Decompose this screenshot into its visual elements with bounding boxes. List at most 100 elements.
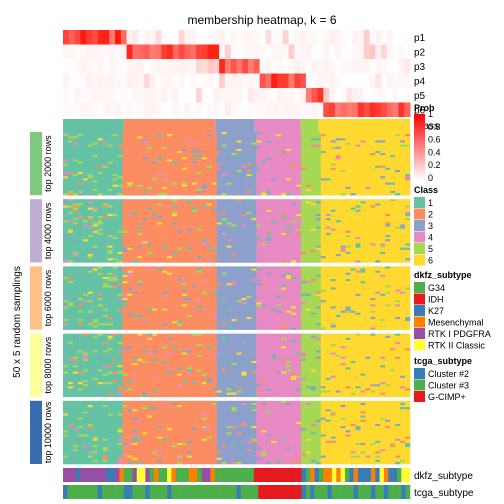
heatmap-cell — [167, 180, 173, 183]
heatmap-cell — [72, 180, 79, 183]
heatmap-cell — [87, 213, 94, 217]
heatmap-cell — [380, 167, 386, 171]
heatmap-cell — [162, 270, 168, 274]
heatmap-cell — [127, 199, 133, 202]
heatmap-cell — [276, 247, 282, 251]
heatmap-cell — [246, 270, 252, 274]
prob-cell — [86, 88, 93, 103]
heatmap-cell — [271, 207, 277, 211]
heatmap-cell — [271, 153, 277, 156]
heatmap-cell — [157, 253, 163, 257]
heatmap-cell — [335, 251, 341, 255]
heatmap-cell — [325, 209, 331, 213]
heatmap-cell — [216, 230, 222, 234]
heatmap-cell — [390, 253, 396, 257]
heatmap-cell — [360, 144, 366, 148]
heatmap-cell — [330, 161, 336, 164]
heatmap-cell — [152, 155, 158, 158]
heatmap-cell — [400, 155, 406, 158]
heatmap-cell — [147, 224, 153, 227]
heatmap-cell — [390, 260, 396, 263]
heatmap-cell — [310, 209, 317, 213]
heatmap-cell — [281, 153, 287, 156]
heatmap-cell — [335, 199, 341, 202]
heatmap-cell — [172, 209, 178, 213]
heatmap-cell — [325, 256, 331, 259]
heatmap-cell — [77, 188, 84, 192]
heatmap-cell — [82, 201, 89, 204]
heatmap-cell — [400, 247, 406, 251]
heatmap-cell — [315, 207, 322, 211]
heatmap-cell — [355, 216, 361, 219]
heatmap-cell — [221, 167, 227, 171]
heatmap-cell — [117, 174, 123, 177]
heatmap-cell — [335, 148, 341, 152]
heatmap-cell — [231, 256, 237, 259]
heatmap-cell — [162, 276, 168, 280]
heatmap-cell — [132, 203, 138, 206]
heatmap-cell — [157, 241, 163, 244]
heatmap-cell — [251, 153, 257, 156]
heatmap-cell — [147, 188, 153, 192]
heatmap-cell — [191, 247, 198, 251]
heatmap-cell — [261, 140, 267, 143]
prob-cell — [346, 73, 353, 88]
heatmap-cell — [400, 165, 406, 169]
heatmap-cell — [236, 174, 242, 177]
heatmap-cell — [305, 174, 312, 177]
prob-cell — [305, 73, 313, 88]
heatmap-cell — [211, 220, 217, 223]
heatmap-cell — [400, 274, 406, 278]
heatmap-cell — [360, 268, 366, 271]
heatmap-cell — [201, 226, 208, 229]
heatmap-cell — [236, 159, 242, 162]
heatmap-cell — [112, 201, 118, 204]
prob-cell — [340, 73, 347, 88]
heatmap-cell — [181, 178, 188, 181]
heatmap-cell — [137, 272, 143, 276]
heatmap-cell — [305, 182, 312, 185]
heatmap-cell — [216, 142, 222, 145]
heatmap-cell — [72, 155, 79, 158]
heatmap-cell — [102, 199, 108, 202]
heatmap-cell — [181, 150, 188, 154]
heatmap-cell — [72, 235, 79, 238]
heatmap-cell — [246, 220, 252, 223]
heatmap-cell — [87, 249, 94, 253]
heatmap-cell — [181, 256, 188, 259]
heatmap-cell — [206, 132, 213, 135]
heatmap-cell — [335, 190, 341, 194]
heatmap-cell — [380, 142, 386, 145]
heatmap-cell — [72, 157, 79, 160]
heatmap-cell — [147, 174, 153, 177]
heatmap-cell — [147, 148, 153, 152]
heatmap-cell — [315, 239, 322, 242]
heatmap-cell — [107, 180, 113, 183]
heatmap-cell — [380, 203, 386, 206]
heatmap-cell — [221, 186, 227, 190]
prob-cell — [97, 102, 104, 117]
heatmap-cell — [330, 245, 336, 248]
prob-cell — [317, 59, 324, 74]
heatmap-cell — [72, 276, 79, 280]
heatmap-cell — [281, 207, 287, 211]
prob-row-p6 — [63, 102, 411, 117]
heatmap-cell — [127, 232, 133, 236]
heatmap-cell — [355, 272, 361, 276]
heatmap-cell — [281, 218, 287, 221]
heatmap-cell — [167, 157, 173, 160]
heatmap-cell — [211, 237, 217, 240]
heatmap-cell — [132, 140, 138, 143]
heatmap-cell — [300, 276, 307, 280]
heatmap-cell — [291, 243, 297, 246]
heatmap-cell — [211, 272, 217, 276]
heatmap-cell — [261, 247, 267, 251]
heatmap-cell — [246, 205, 252, 208]
heatmap-cell — [112, 218, 118, 221]
heatmap-cell — [107, 167, 113, 171]
heatmap-cell — [177, 150, 183, 154]
heatmap-cell — [63, 268, 69, 271]
heatmap-cell — [77, 245, 84, 248]
heatmap-cell — [102, 186, 108, 190]
heatmap-cell — [162, 180, 168, 183]
